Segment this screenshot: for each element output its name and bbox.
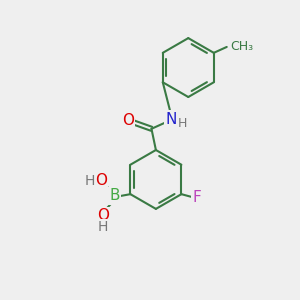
Text: H: H bbox=[178, 117, 188, 130]
Text: H: H bbox=[85, 174, 95, 188]
Text: O: O bbox=[97, 208, 109, 223]
Text: H: H bbox=[98, 220, 109, 234]
Text: CH₃: CH₃ bbox=[231, 40, 254, 53]
Text: F: F bbox=[192, 190, 201, 205]
Text: O: O bbox=[122, 113, 134, 128]
Text: O: O bbox=[95, 173, 107, 188]
Text: N: N bbox=[166, 112, 177, 127]
Text: B: B bbox=[109, 188, 120, 203]
